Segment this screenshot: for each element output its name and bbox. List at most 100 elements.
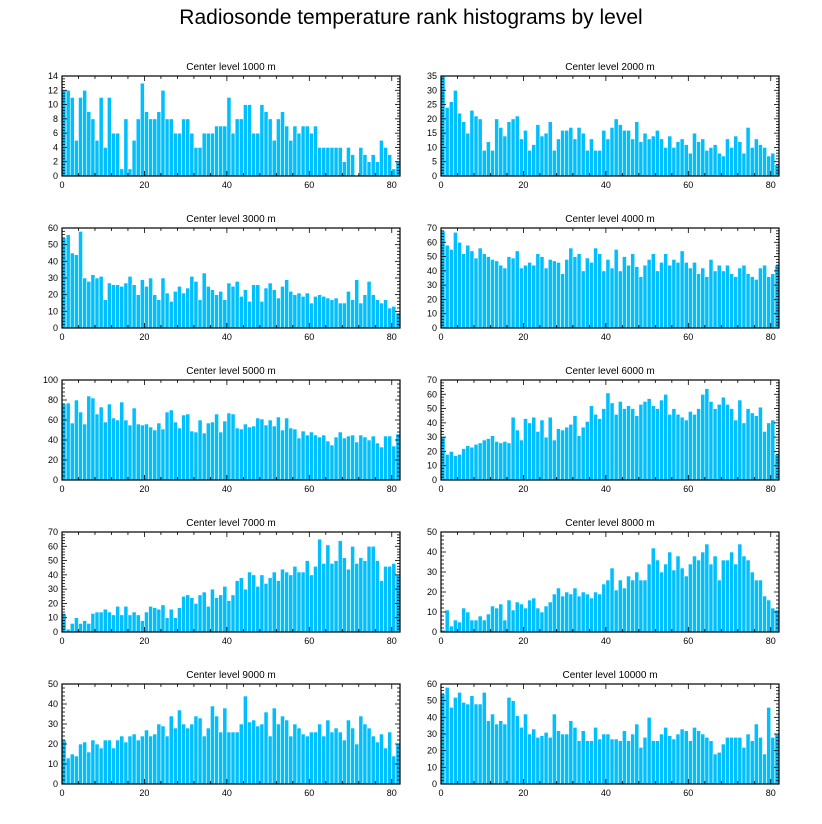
histogram-bar	[325, 147, 331, 177]
histogram-bar	[605, 259, 611, 329]
histogram-bar	[667, 735, 673, 785]
histogram-bar	[469, 695, 475, 785]
histogram-bar	[626, 405, 631, 481]
histogram-bar	[580, 730, 586, 785]
x-tick-label: 20	[139, 484, 149, 494]
histogram-bar	[444, 244, 450, 329]
histogram-bar	[716, 264, 722, 329]
histogram-bar	[148, 426, 153, 481]
histogram-bar	[605, 733, 611, 785]
histogram-bar	[683, 144, 689, 177]
histogram-bar	[551, 260, 557, 329]
histogram-bar	[387, 731, 393, 785]
histogram-bar	[758, 406, 763, 481]
histogram-bar	[292, 723, 298, 785]
histogram-bar	[568, 593, 574, 633]
histogram-bar	[177, 607, 182, 633]
histogram-bar	[346, 435, 351, 481]
histogram-bar	[766, 155, 772, 177]
histogram-bar	[346, 291, 351, 329]
histogram-bar	[370, 435, 376, 481]
histogram-bar	[313, 125, 318, 177]
histogram-bar	[317, 294, 322, 329]
histogram-bar	[634, 121, 640, 177]
histogram-bar	[148, 605, 153, 633]
histogram-bar	[547, 121, 553, 177]
histogram-bar	[753, 579, 759, 633]
histogram-bar	[564, 129, 570, 177]
panel-title: Center level 4000 m	[565, 214, 655, 225]
histogram-panel: Center level 5000 m 0 20 40 60 80 0 20 40 60 80 100	[43, 366, 401, 494]
histogram-bar	[729, 273, 734, 329]
histogram-bar	[498, 720, 504, 785]
x-tick-label: 60	[304, 788, 314, 798]
histogram-bar	[494, 260, 500, 329]
histogram-bar	[333, 147, 339, 177]
histogram-bar	[247, 426, 252, 481]
figure-title: Radiosonde temperature rank histograms b…	[179, 6, 643, 29]
histogram-bar	[568, 247, 574, 329]
histogram-bar	[547, 259, 553, 329]
histogram-bar	[556, 587, 561, 633]
histogram-bar	[638, 276, 644, 329]
histogram-bar	[300, 430, 306, 481]
histogram-bar	[230, 413, 236, 481]
y-tick-label: 50	[427, 252, 437, 262]
histogram-bar	[383, 565, 388, 633]
histogram-bar	[580, 270, 586, 329]
histogram-bar	[387, 154, 393, 177]
histogram-bar	[692, 727, 697, 785]
histogram-bar	[346, 568, 351, 633]
histogram-bar	[370, 154, 376, 177]
histogram-bar	[481, 619, 487, 633]
histogram-bar	[753, 723, 759, 785]
histogram-bar	[156, 608, 162, 633]
histogram-bar	[69, 753, 75, 785]
histogram-bar	[613, 413, 619, 481]
histogram-bar	[251, 425, 257, 481]
histogram-bar	[263, 287, 269, 329]
histogram-bar	[69, 97, 75, 177]
histogram-bar	[671, 259, 677, 329]
histogram-bar	[86, 111, 92, 177]
histogram-bar	[317, 147, 322, 177]
histogram-bar	[152, 118, 158, 177]
histogram-bar	[622, 587, 627, 633]
histogram-bar	[547, 416, 553, 481]
histogram-bar	[704, 737, 710, 785]
histogram-bar	[589, 405, 594, 481]
histogram-bar	[135, 739, 141, 785]
histogram-panel: Center level 1000 m 0 20 40 60 80 0 2 4 6 8 10 12 14	[48, 62, 401, 190]
histogram-bar	[650, 405, 656, 481]
histogram-bar	[251, 284, 257, 329]
histogram-bar	[531, 728, 537, 785]
histogram-bar	[514, 601, 520, 633]
histogram-bar	[745, 273, 751, 329]
histogram-bar	[531, 416, 537, 481]
histogram-bar	[82, 277, 88, 329]
y-tick-label: 20	[48, 598, 58, 608]
histogram-bar	[313, 434, 318, 481]
histogram-bar	[362, 294, 368, 329]
x-tick-label: 60	[683, 484, 693, 494]
histogram-bar	[655, 740, 660, 785]
histogram-bar	[152, 607, 158, 633]
histogram-bar	[774, 609, 780, 633]
x-tick-label: 60	[304, 332, 314, 342]
histogram-bar	[758, 144, 763, 177]
histogram-bar	[140, 735, 145, 785]
histogram-bar	[230, 594, 236, 633]
histogram-bar	[486, 720, 491, 785]
histogram-bar	[593, 247, 598, 329]
histogram-bar	[374, 161, 380, 177]
y-tick-label: 5	[432, 157, 437, 167]
histogram-bar	[222, 707, 228, 785]
histogram-bar	[140, 279, 145, 329]
histogram-bar	[527, 733, 532, 785]
histogram-bar	[634, 266, 640, 329]
histogram-bar	[626, 575, 631, 633]
histogram-bar	[181, 292, 186, 329]
x-tick-label: 40	[222, 788, 232, 798]
histogram-bar	[712, 753, 718, 785]
histogram-bar	[605, 579, 611, 633]
